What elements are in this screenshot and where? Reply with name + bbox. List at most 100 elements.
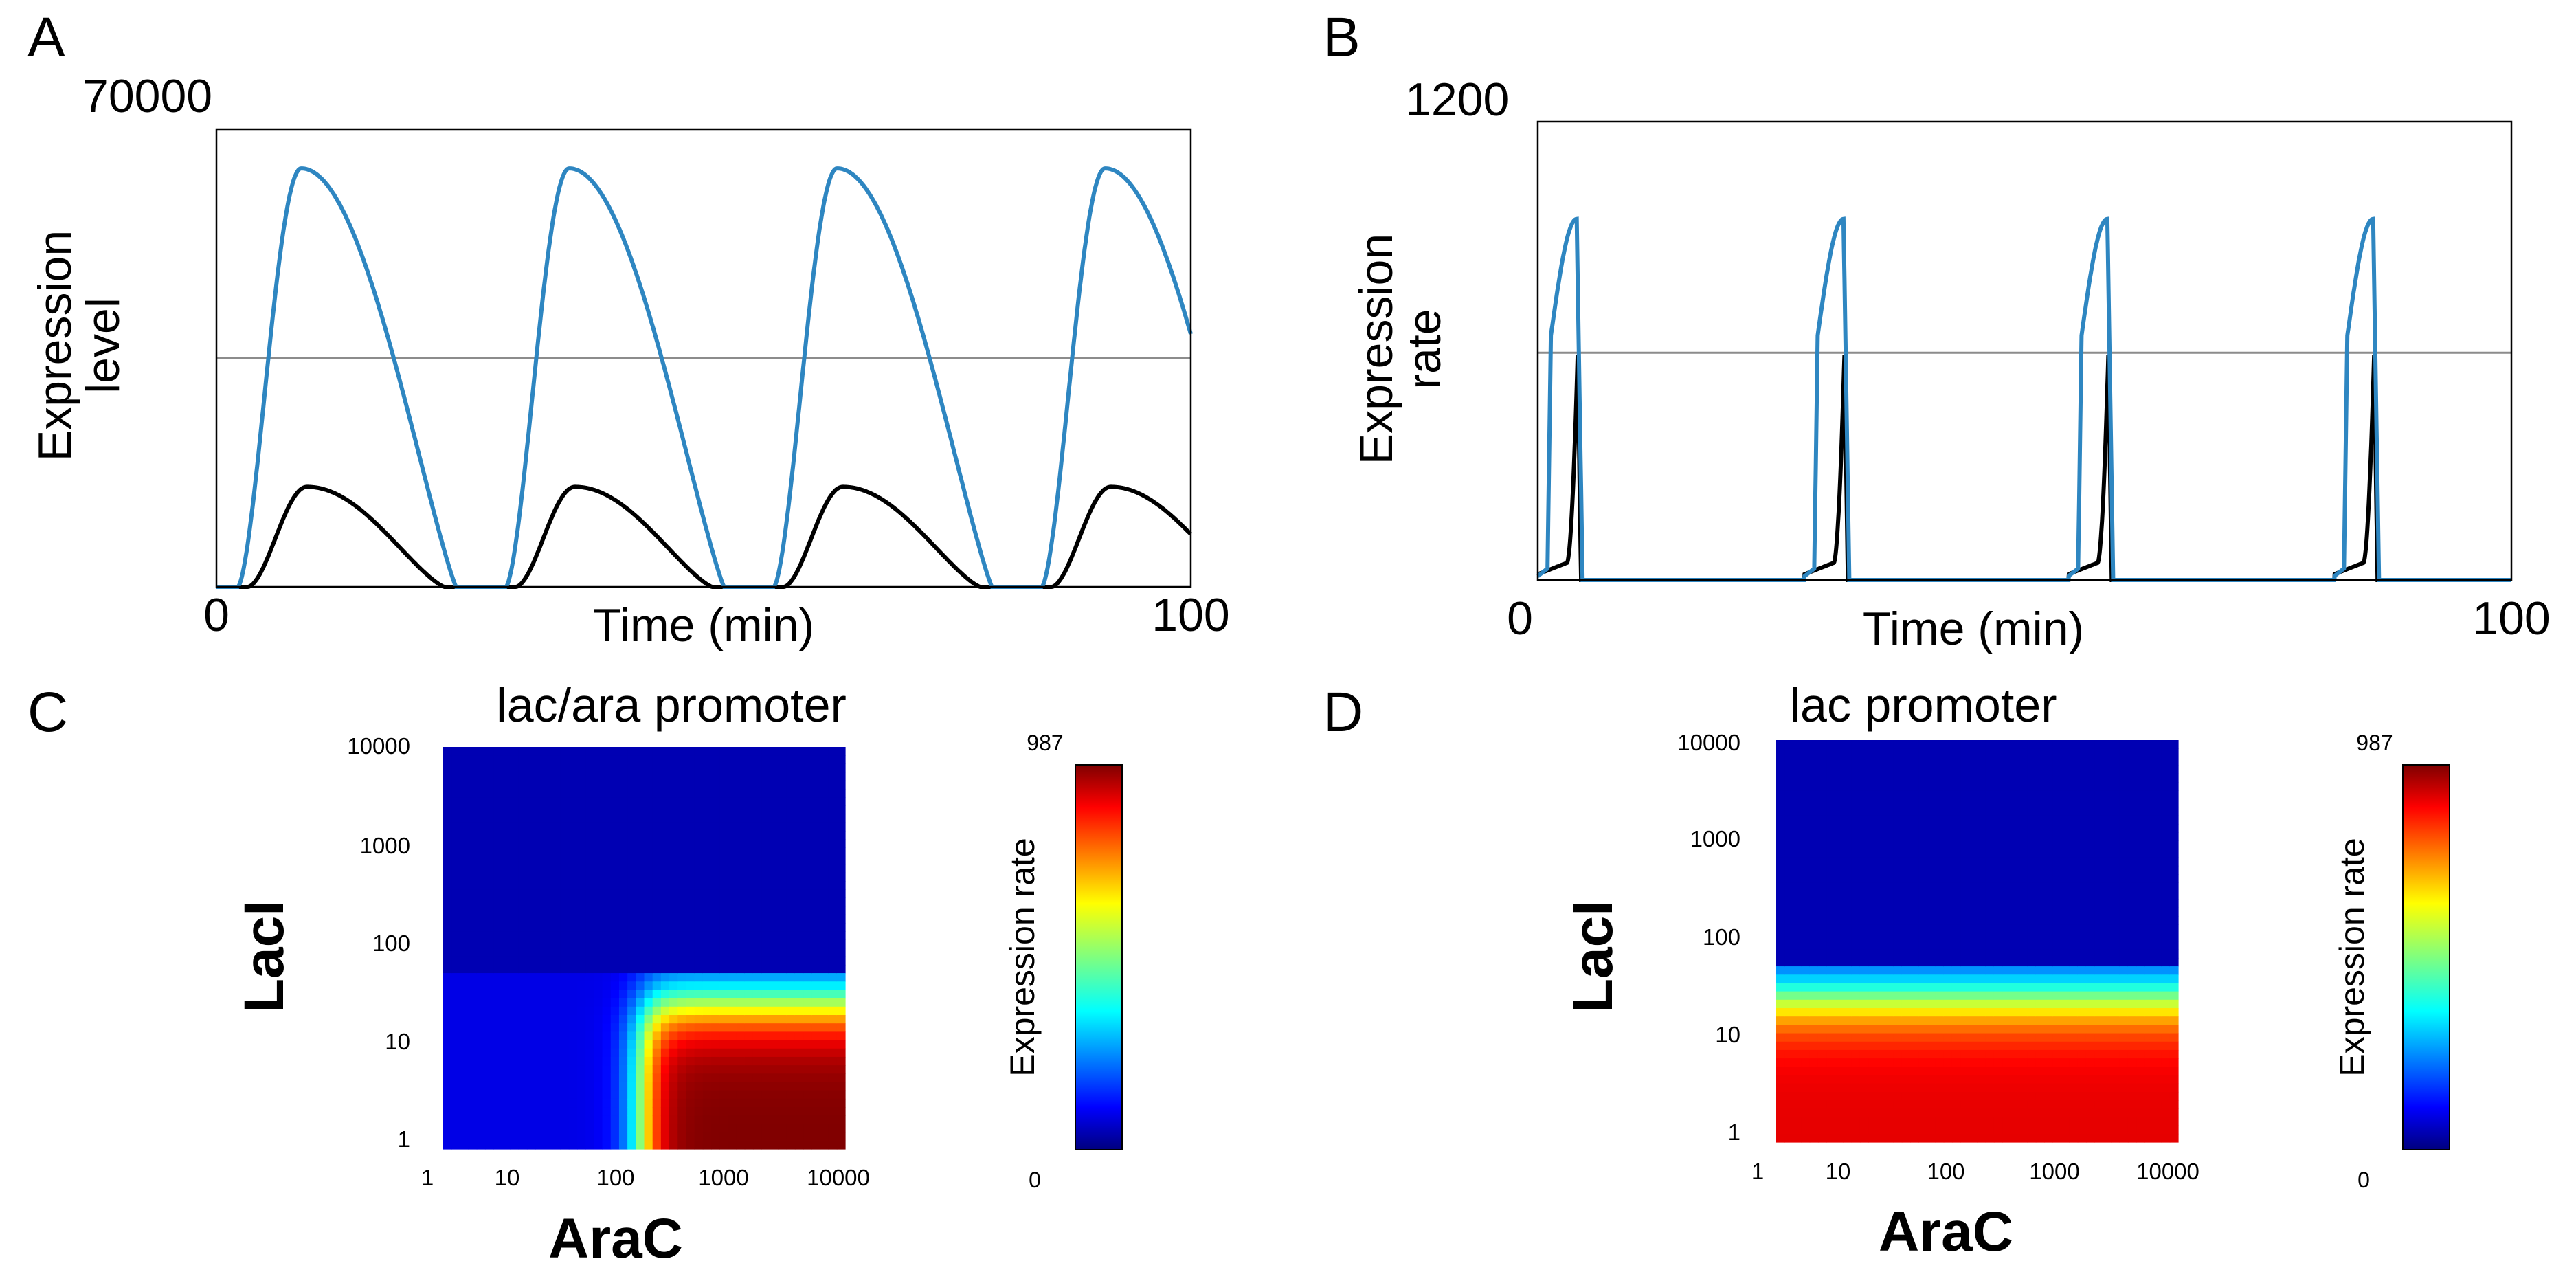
heatmap-cell: [1935, 815, 1945, 825]
heatmap-cell: [443, 990, 452, 999]
heatmap-cell: [451, 839, 460, 848]
heatmap-cell: [468, 1115, 478, 1125]
heatmap-cell: [1943, 815, 1953, 825]
heatmap-cell: [820, 1065, 829, 1074]
heatmap-cell: [1969, 757, 1978, 766]
heatmap-cell: [728, 864, 737, 873]
heatmap-cell: [660, 755, 670, 764]
heatmap-cell: [1969, 1008, 1978, 1017]
heatmap-cell: [1918, 1100, 1927, 1109]
heatmap-cell: [652, 822, 662, 832]
heatmap-cell: [728, 1132, 737, 1141]
heatmap-cell: [752, 1040, 762, 1049]
heatmap-cell: [1793, 957, 1802, 967]
heatmap-cell: [2127, 1075, 2137, 1084]
heatmap-cell: [493, 805, 502, 815]
heatmap-cell: [1918, 899, 1927, 908]
heatmap-cell: [1877, 1083, 1886, 1093]
heatmap-cell: [1951, 1083, 1961, 1093]
heatmap-cell: [752, 847, 762, 857]
heatmap-cell: [1809, 1083, 1819, 1093]
heatmap-cell: [836, 889, 846, 898]
heatmap-cell: [468, 839, 478, 848]
heatmap-cell: [1951, 1117, 1961, 1126]
heatmap-cell: [1835, 974, 1844, 984]
heatmap-cell: [2094, 1049, 2103, 1059]
heatmap-cell: [2136, 1075, 2145, 1084]
heatmap-cell: [502, 1048, 511, 1058]
heatmap-cell: [2061, 991, 2070, 1001]
heatmap-cell: [652, 1048, 662, 1058]
heatmap-cell: [2085, 974, 2095, 984]
heatmap-cell: [602, 1048, 612, 1058]
heatmap-cell: [1835, 807, 1844, 816]
heatmap-cell: [2011, 983, 2020, 992]
heatmap-cell: [1993, 823, 2003, 833]
heatmap-cell: [1817, 1049, 1827, 1059]
heatmap-cell: [2052, 1025, 2061, 1034]
heatmap-cell: [502, 1115, 511, 1125]
heatmap-cell: [1901, 1033, 1911, 1042]
heatmap-cell: [526, 1107, 536, 1116]
heatmap-cell: [484, 964, 494, 974]
heatmap-cell: [552, 1090, 561, 1100]
heatmap-cell: [2035, 999, 2045, 1009]
heatmap-cell: [2111, 1033, 2120, 1042]
heatmap-cell: [1826, 966, 1835, 975]
heatmap-cell: [627, 956, 636, 966]
heatmap-cell: [577, 1140, 586, 1150]
heatmap-cell: [644, 990, 653, 999]
heatmap-cell: [2027, 1008, 2037, 1017]
heatmap-cell: [476, 1056, 486, 1066]
heatmap-cell: [560, 931, 570, 940]
heatmap-cell: [518, 1040, 528, 1049]
heatmap-cell: [1985, 1133, 1995, 1143]
heatmap-cell: [736, 956, 746, 966]
heatmap-cell: [1901, 907, 1911, 917]
heatmap-cell: [518, 763, 528, 773]
heatmap-cell: [1969, 907, 1978, 917]
heatmap-cell: [1901, 865, 1911, 875]
heatmap-cell: [484, 948, 494, 957]
heatmap-cell: [1951, 874, 1961, 883]
heatmap-cell: [2094, 832, 2103, 841]
heatmap-cell: [1960, 1075, 1969, 1084]
heatmap-cell: [2136, 1049, 2145, 1059]
heatmap-cell: [1801, 799, 1811, 808]
heatmap-cell: [1793, 915, 1802, 925]
heatmap-cell: [585, 990, 594, 999]
heatmap-cell: [594, 763, 603, 773]
heatmap-cell: [2035, 915, 2045, 925]
heatmap-cell: [526, 914, 536, 924]
heatmap-cell: [1851, 832, 1861, 841]
heatmap-cell: [770, 856, 779, 865]
heatmap-cell: [2169, 882, 2179, 891]
heatmap-cell: [660, 763, 670, 773]
heatmap-cell: [1943, 781, 1953, 791]
heatmap-cell: [1776, 1008, 1785, 1017]
heatmap-cell: [736, 847, 746, 857]
heatmap-cell: [2011, 957, 2020, 967]
heatmap-cell: [2127, 882, 2137, 891]
heatmap-cell: [636, 772, 645, 781]
heatmap-cell: [652, 814, 662, 823]
heatmap-cell: [2119, 765, 2129, 774]
heatmap-cell: [502, 1132, 511, 1141]
heatmap-cell: [552, 1140, 561, 1150]
heatmap-cell: [2136, 865, 2145, 875]
heatmap-cell: [468, 788, 478, 798]
heatmap-cell: [1793, 924, 1802, 933]
heatmap-cell: [1993, 1016, 2003, 1025]
heatmap-cell: [820, 780, 829, 790]
heatmap-cell: [711, 755, 720, 764]
heatmap-cell: [1960, 1025, 1969, 1034]
heatmap-cell: [443, 906, 452, 915]
heatmap-cell: [794, 747, 804, 756]
heatmap-cell: [2061, 1091, 2070, 1101]
heatmap-cell: [1776, 1033, 1785, 1042]
heatmap-cell: [2103, 933, 2112, 942]
heatmap-cell: [644, 839, 653, 848]
heatmap-cell: [2069, 1075, 2079, 1084]
heatmap-cell: [828, 1107, 838, 1116]
heatmap-cell: [677, 981, 687, 991]
